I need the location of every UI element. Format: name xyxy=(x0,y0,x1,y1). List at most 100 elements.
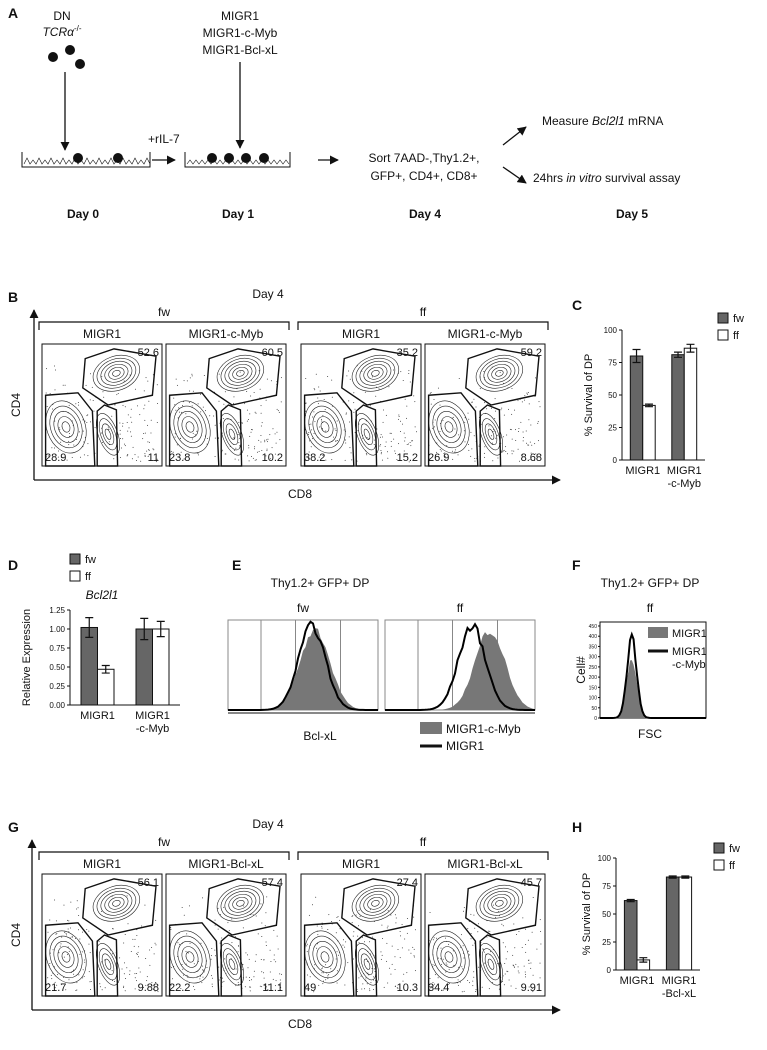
contour xyxy=(177,941,203,973)
event xyxy=(524,971,526,973)
event xyxy=(503,449,505,451)
event xyxy=(437,387,439,389)
event xyxy=(82,419,84,421)
event xyxy=(525,943,527,945)
event xyxy=(213,415,215,417)
cell xyxy=(65,45,75,55)
event xyxy=(128,427,130,429)
event xyxy=(258,439,260,441)
event xyxy=(358,909,360,911)
x-tick-label: MIGR1 xyxy=(80,710,115,722)
event xyxy=(318,386,320,388)
error-bar xyxy=(632,348,641,364)
error-bar xyxy=(644,403,653,408)
event xyxy=(222,432,224,434)
event xyxy=(367,972,369,974)
event xyxy=(139,971,141,973)
event xyxy=(183,380,185,382)
event xyxy=(458,378,460,380)
event xyxy=(404,440,406,442)
event xyxy=(305,402,307,404)
event xyxy=(314,389,316,391)
event xyxy=(221,937,223,939)
error-bar xyxy=(140,617,149,641)
event xyxy=(406,417,408,419)
event xyxy=(530,452,532,454)
event xyxy=(433,398,435,400)
event xyxy=(269,971,271,973)
event xyxy=(143,408,145,410)
event xyxy=(505,451,507,453)
event xyxy=(131,421,133,423)
event xyxy=(71,420,73,422)
event xyxy=(276,408,278,410)
event xyxy=(147,441,149,443)
event xyxy=(442,989,444,991)
contour xyxy=(355,887,396,919)
event xyxy=(489,930,491,932)
x-tick-label: -c-Myb xyxy=(136,723,170,735)
event xyxy=(249,435,251,437)
contour xyxy=(359,890,392,916)
contour xyxy=(481,418,501,451)
event xyxy=(59,429,61,431)
event xyxy=(144,453,146,455)
event xyxy=(348,400,350,402)
contour xyxy=(351,884,399,922)
event xyxy=(327,978,329,980)
event xyxy=(380,434,382,436)
legend-label: fw xyxy=(85,554,96,566)
contour xyxy=(53,411,79,443)
event xyxy=(386,927,388,929)
axis-label: Relative Expression xyxy=(21,609,33,706)
event xyxy=(187,976,189,978)
event xyxy=(373,989,375,991)
event xyxy=(368,988,370,990)
event xyxy=(401,924,403,926)
dish xyxy=(21,152,151,168)
contour xyxy=(57,946,75,968)
event xyxy=(462,910,464,912)
event xyxy=(379,436,381,438)
plot-label: MIGR1-Bcl-xL xyxy=(447,857,523,871)
event xyxy=(233,396,235,398)
event xyxy=(153,449,155,451)
event xyxy=(407,443,409,445)
event xyxy=(83,454,85,456)
event xyxy=(468,418,470,420)
event xyxy=(144,454,146,456)
event xyxy=(432,981,434,983)
event xyxy=(63,956,65,958)
event xyxy=(54,389,56,391)
event xyxy=(429,392,431,394)
event xyxy=(515,429,517,431)
event xyxy=(311,904,313,906)
event xyxy=(413,956,415,958)
x-tick-label: MIGR1 xyxy=(625,465,660,477)
event xyxy=(306,943,308,945)
event xyxy=(526,392,528,394)
event xyxy=(352,935,354,937)
event xyxy=(318,426,320,428)
event xyxy=(86,422,88,424)
event xyxy=(356,991,358,993)
panel-label: E xyxy=(232,557,241,573)
label: MIGR1-Bcl-xL xyxy=(202,43,278,57)
event xyxy=(389,967,391,969)
event xyxy=(404,437,406,439)
event xyxy=(280,986,282,988)
event xyxy=(380,951,382,953)
event xyxy=(322,972,324,974)
contour xyxy=(487,428,495,440)
genotype-sup: -/- xyxy=(74,24,82,33)
bar xyxy=(665,876,680,971)
contour xyxy=(100,890,133,916)
event xyxy=(88,930,90,932)
gate xyxy=(355,404,378,467)
event xyxy=(360,975,362,977)
event xyxy=(71,935,73,937)
event xyxy=(444,937,446,939)
event xyxy=(431,427,433,429)
event xyxy=(119,957,121,959)
event xyxy=(136,935,138,937)
